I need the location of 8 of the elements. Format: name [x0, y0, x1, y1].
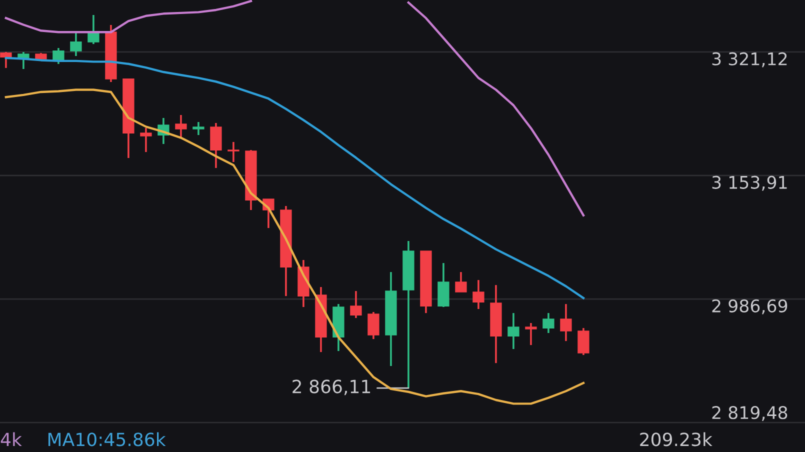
y-tick-label: 3 321,12	[712, 52, 787, 68]
y-tick-label: 3 153,91	[712, 176, 787, 191]
y-tick-label: 2 819,48	[712, 406, 788, 421]
annotation: MA10:45.86k	[48, 432, 166, 446]
annotation: 4k	[0, 432, 22, 446]
annotation: 209.23k	[640, 432, 712, 446]
annotation: 2 866,11	[292, 380, 370, 396]
y-tick-label: 2 986,69	[712, 299, 788, 314]
